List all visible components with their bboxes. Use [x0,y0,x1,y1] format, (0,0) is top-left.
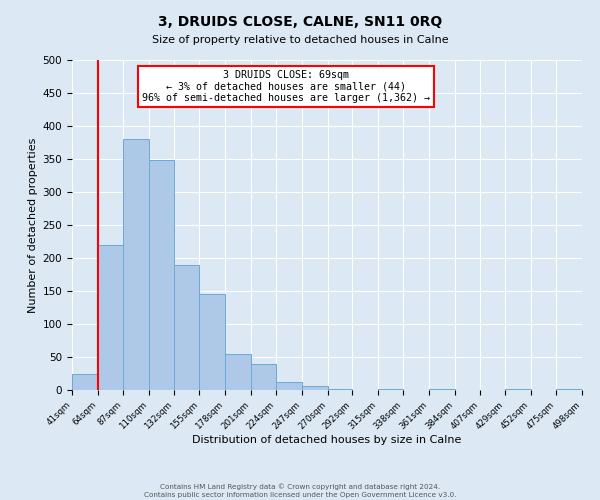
Bar [378,388,403,390]
Bar [302,386,328,390]
X-axis label: Distribution of detached houses by size in Calne: Distribution of detached houses by size … [193,435,461,445]
Bar [149,160,173,390]
Bar [251,364,276,390]
Bar [98,245,124,390]
Y-axis label: Number of detached properties: Number of detached properties [28,138,38,312]
Text: 3, DRUIDS CLOSE, CALNE, SN11 0RQ: 3, DRUIDS CLOSE, CALNE, SN11 0RQ [158,15,442,29]
Bar [173,264,199,390]
Text: 3 DRUIDS CLOSE: 69sqm
← 3% of detached houses are smaller (44)
96% of semi-detac: 3 DRUIDS CLOSE: 69sqm ← 3% of detached h… [142,70,430,103]
Bar [199,294,225,390]
Bar [72,374,98,390]
Bar [276,382,302,390]
Text: Contains HM Land Registry data © Crown copyright and database right 2024.
Contai: Contains HM Land Registry data © Crown c… [144,484,456,498]
Text: Size of property relative to detached houses in Calne: Size of property relative to detached ho… [152,35,448,45]
Bar [225,354,251,390]
Bar [124,139,149,390]
